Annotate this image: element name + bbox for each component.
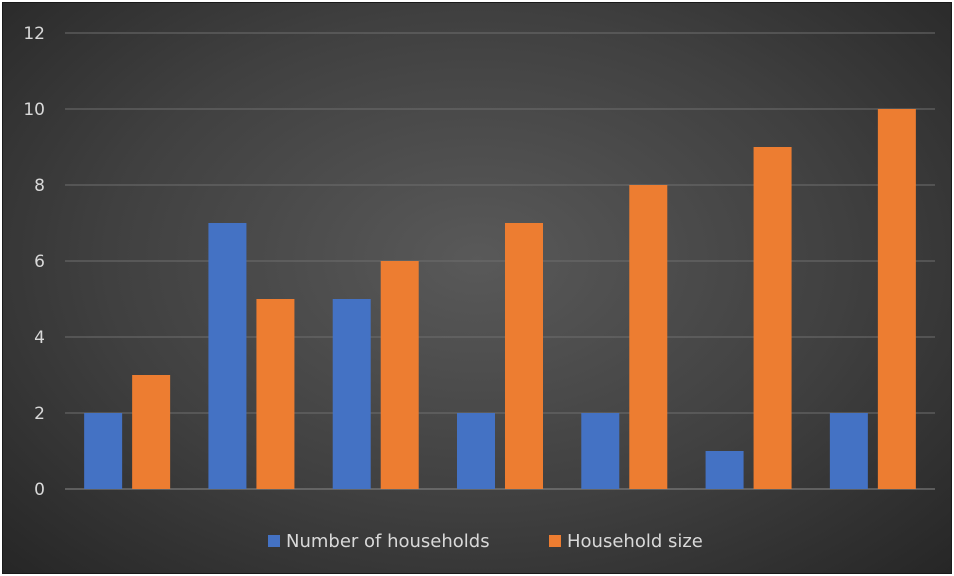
y-axis-ticks: 0 2 4 6 8 10 12	[23, 24, 45, 500]
y-tick-label: 12	[23, 24, 45, 44]
bar-chart: 0 2 4 6 8 10 12 Number of households Household …	[23, 24, 935, 552]
y-tick-label: 2	[34, 404, 45, 424]
y-tick-label: 6	[34, 252, 45, 272]
y-tick-label: 4	[34, 328, 45, 348]
bar-number-of-households	[332, 299, 371, 489]
legend-label: Number of households	[286, 531, 490, 552]
bar-household-size	[505, 223, 543, 489]
gridlines	[65, 32, 935, 490]
bar-number-of-households	[581, 413, 620, 489]
legend-label: Household size	[567, 531, 703, 552]
bar-household-size	[132, 375, 171, 489]
legend-swatch	[268, 535, 280, 547]
bar-household-size	[380, 261, 419, 489]
bar-household-size	[629, 185, 668, 489]
bar-number-of-households	[208, 223, 247, 489]
bar-household-size	[753, 147, 792, 489]
y-tick-label: 0	[34, 480, 45, 500]
bars	[84, 109, 916, 489]
bar-household-size	[256, 299, 295, 489]
y-tick-label: 8	[34, 176, 45, 196]
legend: Number of households Household size	[268, 531, 703, 552]
y-tick-label: 10	[23, 100, 45, 120]
bar-number-of-households	[457, 413, 495, 489]
legend-swatch	[549, 535, 561, 547]
bar-number-of-households	[705, 451, 744, 489]
bar-number-of-households	[829, 413, 868, 489]
bar-household-size	[877, 109, 916, 489]
bar-number-of-households	[84, 413, 123, 489]
